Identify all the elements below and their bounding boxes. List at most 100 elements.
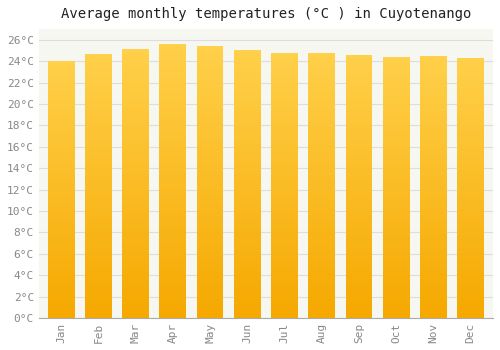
Bar [160, 88, 186, 91]
Bar [346, 257, 372, 260]
Bar [271, 87, 298, 90]
Bar [383, 315, 409, 318]
Bar [48, 197, 74, 200]
Bar [160, 304, 186, 307]
Bar [271, 315, 298, 318]
Bar [160, 206, 186, 208]
Bar [85, 112, 112, 114]
Bar [458, 263, 484, 266]
Bar [458, 175, 484, 177]
Bar [48, 151, 74, 154]
Bar [196, 196, 224, 198]
Bar [160, 263, 186, 266]
Bar [458, 315, 484, 318]
Bar [122, 106, 149, 108]
Bar [383, 83, 409, 86]
Bar [271, 169, 298, 172]
Bar [85, 247, 112, 249]
Bar [48, 228, 74, 231]
Bar [85, 144, 112, 146]
Bar [234, 64, 260, 66]
Bar [420, 150, 447, 153]
Bar [308, 164, 335, 167]
Bar [160, 230, 186, 233]
Bar [383, 302, 409, 305]
Bar [196, 253, 224, 256]
Bar [308, 310, 335, 313]
Bar [234, 75, 260, 77]
Bar [234, 195, 260, 197]
Bar [458, 97, 484, 99]
Bar [308, 84, 335, 87]
Bar [420, 247, 447, 250]
Bar [308, 63, 335, 66]
Bar [48, 238, 74, 241]
Bar [458, 146, 484, 149]
Bar [85, 194, 112, 196]
Bar [420, 85, 447, 87]
Bar [122, 259, 149, 261]
Bar [196, 160, 224, 163]
Bar [160, 52, 186, 55]
Bar [458, 81, 484, 84]
Bar [458, 162, 484, 164]
Bar [122, 296, 149, 299]
Bar [234, 208, 260, 211]
Bar [308, 55, 335, 58]
Bar [48, 107, 74, 110]
Bar [308, 169, 335, 172]
Bar [458, 123, 484, 126]
Bar [383, 216, 409, 219]
Bar [383, 60, 409, 62]
Bar [383, 276, 409, 279]
Bar [48, 179, 74, 182]
Bar [383, 247, 409, 250]
Bar [234, 83, 260, 85]
Bar [383, 250, 409, 253]
Bar [48, 138, 74, 141]
Bar [271, 222, 298, 225]
Bar [271, 180, 298, 183]
Bar [458, 287, 484, 289]
Bar [196, 114, 224, 117]
Bar [234, 302, 260, 304]
Bar [308, 241, 335, 244]
Bar [160, 159, 186, 162]
Bar [48, 167, 74, 169]
Bar [383, 187, 409, 190]
Bar [271, 209, 298, 212]
Bar [458, 214, 484, 217]
Bar [383, 313, 409, 315]
Bar [85, 152, 112, 154]
Bar [160, 91, 186, 93]
Bar [346, 268, 372, 271]
Bar [383, 130, 409, 133]
Bar [122, 100, 149, 103]
Bar [196, 188, 224, 190]
Bar [458, 250, 484, 253]
Bar [308, 167, 335, 169]
Bar [160, 200, 186, 203]
Bar [346, 250, 372, 252]
Bar [85, 167, 112, 170]
Bar [234, 259, 260, 262]
Bar [458, 276, 484, 279]
Bar [122, 302, 149, 304]
Bar [420, 218, 447, 221]
Bar [383, 234, 409, 237]
Bar [346, 244, 372, 247]
Bar [346, 168, 372, 170]
Bar [160, 80, 186, 82]
Bar [196, 46, 224, 49]
Bar [85, 268, 112, 270]
Bar [196, 302, 224, 304]
Bar [346, 234, 372, 236]
Bar [308, 217, 335, 220]
Bar [48, 264, 74, 267]
Bar [420, 197, 447, 200]
Bar [308, 175, 335, 177]
Bar [234, 262, 260, 265]
Bar [85, 170, 112, 173]
Bar [234, 219, 260, 222]
Bar [458, 308, 484, 310]
